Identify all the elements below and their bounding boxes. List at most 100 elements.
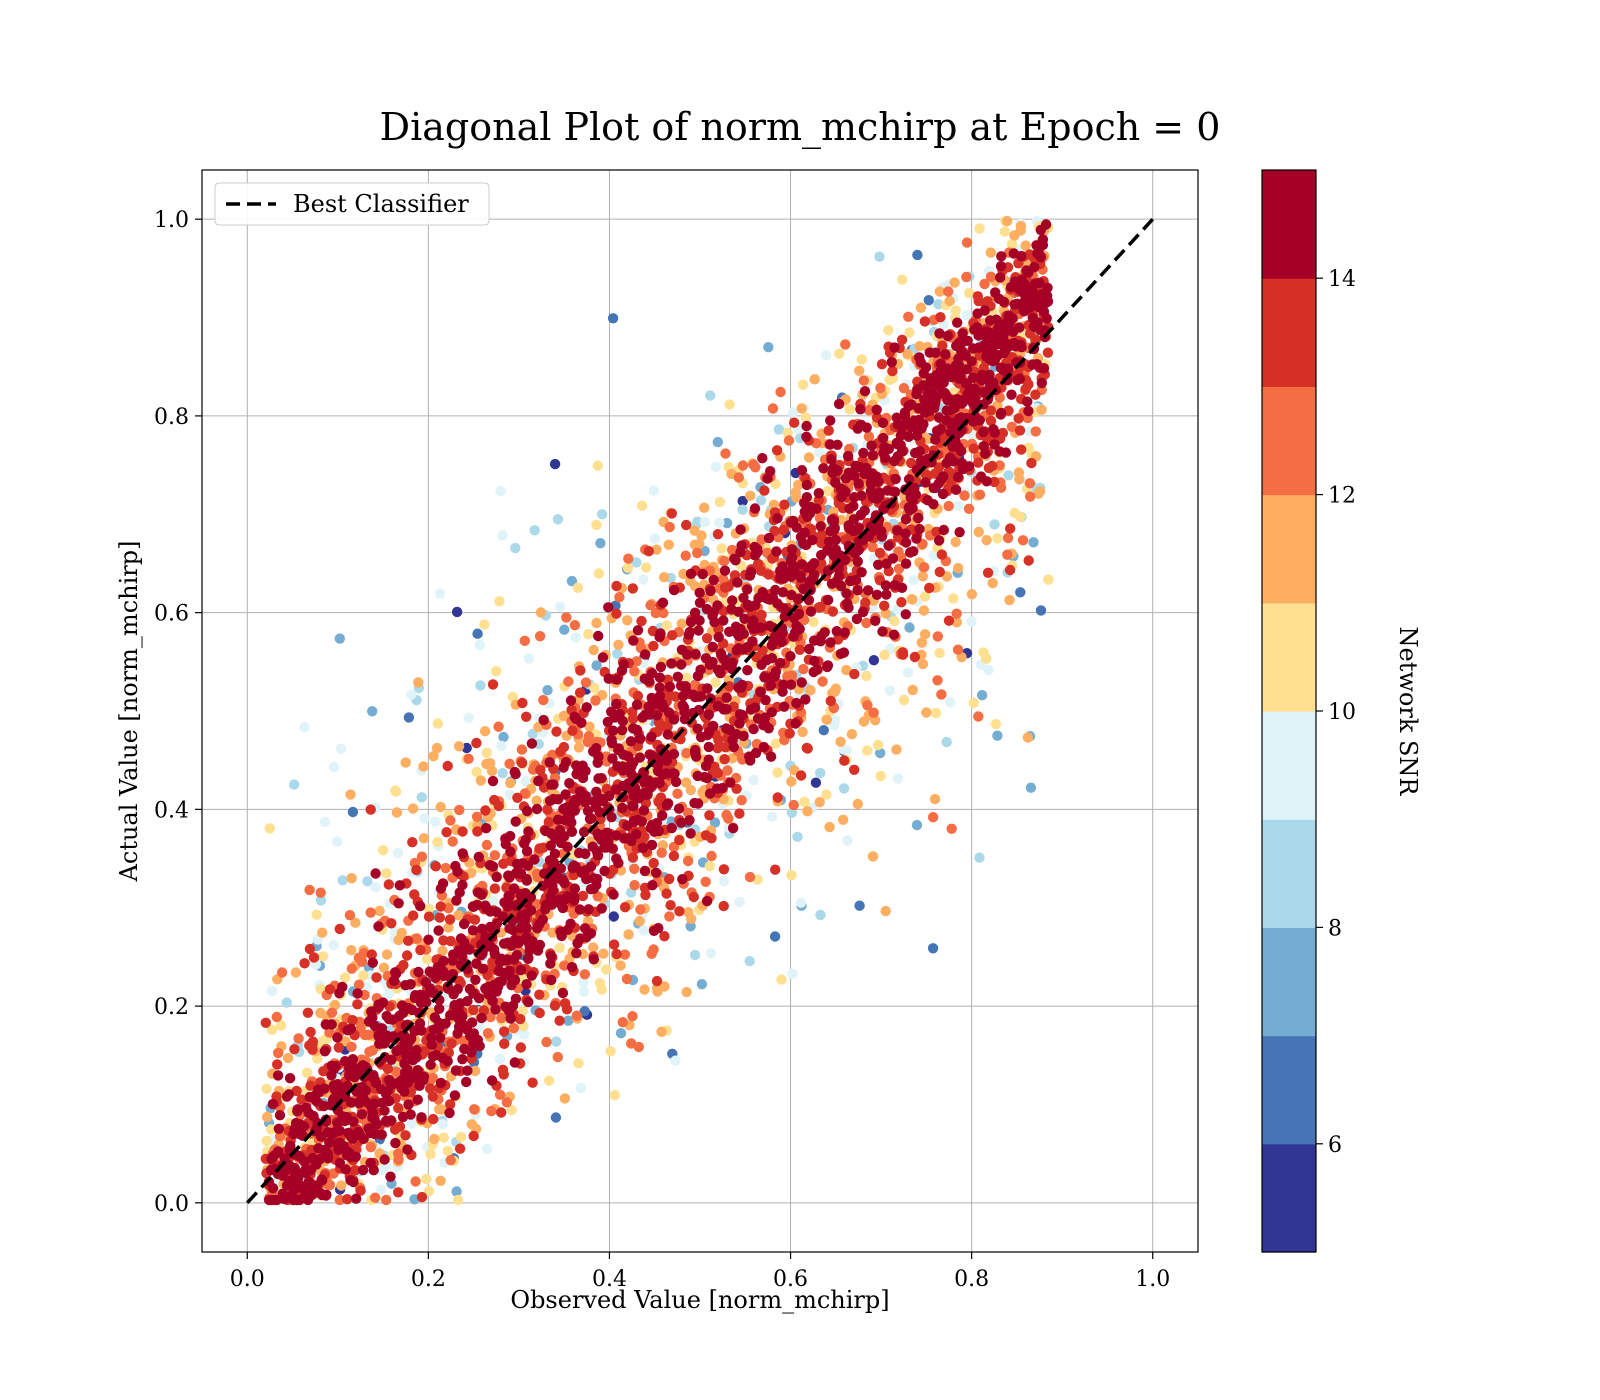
- scatter-point: [900, 537, 912, 548]
- scatter-point: [892, 773, 904, 784]
- scatter-point: [515, 1042, 526, 1053]
- scatter-point: [318, 1066, 329, 1077]
- scatter-point: [732, 577, 743, 588]
- scatter-point: [677, 874, 688, 885]
- scatter-point: [904, 327, 915, 338]
- scatter-point: [934, 647, 945, 659]
- scatter-point: [957, 463, 969, 475]
- scatter-point: [874, 251, 885, 262]
- scatter-point: [611, 608, 622, 619]
- scatter-point: [471, 737, 482, 749]
- scatter-point: [901, 416, 912, 427]
- scatter-point: [985, 247, 996, 258]
- scatter-point: [674, 906, 685, 917]
- scatter-point: [755, 565, 767, 576]
- scatter-point: [674, 834, 685, 846]
- scatter-point: [746, 620, 758, 632]
- scatter-point: [541, 899, 552, 910]
- scatter-point: [661, 888, 672, 899]
- scatter-point: [454, 804, 465, 816]
- scatter-point: [796, 465, 808, 476]
- x-tick-label: 0.0: [230, 1267, 265, 1292]
- scatter-point: [916, 637, 927, 648]
- scatter-point: [629, 666, 640, 677]
- scatter-point: [667, 630, 678, 641]
- scatter-point: [623, 553, 634, 564]
- scatter-point: [553, 794, 564, 805]
- scatter-point: [605, 1046, 616, 1057]
- scatter-point: [692, 547, 703, 559]
- scatter-point: [933, 462, 945, 473]
- scatter-point: [552, 514, 564, 525]
- scatter-point: [590, 695, 601, 706]
- scatter-point: [471, 766, 482, 778]
- scatter-point: [796, 677, 807, 688]
- scatter-point: [486, 1075, 498, 1086]
- scatter-point: [783, 435, 795, 446]
- scatter-point: [601, 827, 613, 838]
- scatter-point: [664, 681, 676, 692]
- scatter-point: [985, 315, 996, 326]
- scatter-point: [334, 1157, 346, 1169]
- scatter-point: [1007, 326, 1019, 337]
- scatter-point: [924, 582, 935, 594]
- scatter-point: [677, 690, 689, 702]
- scatter-point: [1016, 342, 1027, 353]
- scatter-point: [635, 904, 646, 915]
- scatter-point: [897, 274, 908, 285]
- scatter-point: [867, 851, 879, 862]
- scatter-point: [954, 527, 965, 538]
- scatter-point: [941, 736, 952, 748]
- x-tick-label: 0.8: [954, 1267, 989, 1292]
- scatter-point: [615, 1028, 627, 1039]
- scatter-point: [1008, 248, 1019, 259]
- scatter-point: [273, 1123, 285, 1135]
- scatter-point: [849, 668, 860, 680]
- scatter-point: [596, 903, 607, 914]
- scatter-point: [861, 617, 872, 629]
- scatter-point: [964, 384, 976, 395]
- y-axis-label: Actual Value [norm_mchirp]: [115, 541, 143, 883]
- scatter-point: [1038, 363, 1050, 374]
- scatter-point: [646, 731, 657, 742]
- scatter-point: [815, 909, 826, 921]
- scatter-point: [469, 914, 481, 925]
- scatter-point: [414, 1080, 425, 1092]
- scatter-point: [391, 1045, 402, 1057]
- scatter-point: [951, 608, 962, 619]
- scatter-point: [920, 477, 931, 488]
- scatter-point: [891, 412, 902, 423]
- scatter-point: [815, 767, 826, 779]
- scatter-point: [694, 587, 705, 598]
- scatter-point: [385, 1171, 396, 1182]
- scatter-point: [515, 1013, 526, 1025]
- colorbar-tick-label: 10: [1328, 700, 1356, 725]
- scatter-point: [727, 823, 739, 834]
- scatter-point: [915, 357, 927, 368]
- scatter-point: [745, 490, 756, 501]
- scatter-point: [825, 637, 836, 648]
- scatter-point: [415, 944, 426, 956]
- scatter-point: [432, 718, 444, 729]
- scatter-point: [403, 712, 415, 723]
- scatter-point: [450, 1065, 462, 1076]
- scatter-point: [332, 1079, 343, 1090]
- scatter-point: [1004, 564, 1016, 576]
- scatter-point: [382, 1063, 394, 1075]
- scatter-point: [281, 997, 292, 1008]
- scatter-point: [913, 512, 924, 524]
- scatter-point: [355, 1185, 366, 1196]
- scatter-point: [778, 524, 789, 536]
- scatter-point: [838, 647, 850, 658]
- scatter-point: [526, 738, 538, 749]
- scatter-point: [727, 753, 738, 764]
- scatter-point: [634, 915, 645, 927]
- scatter-point: [794, 644, 805, 655]
- scatter-point: [446, 1038, 457, 1049]
- scatter-point: [896, 597, 907, 608]
- scatter-point: [796, 403, 807, 414]
- scatter-point: [834, 348, 845, 359]
- scatter-point: [737, 460, 749, 471]
- scatter-point: [995, 272, 1006, 283]
- scatter-point: [755, 495, 767, 506]
